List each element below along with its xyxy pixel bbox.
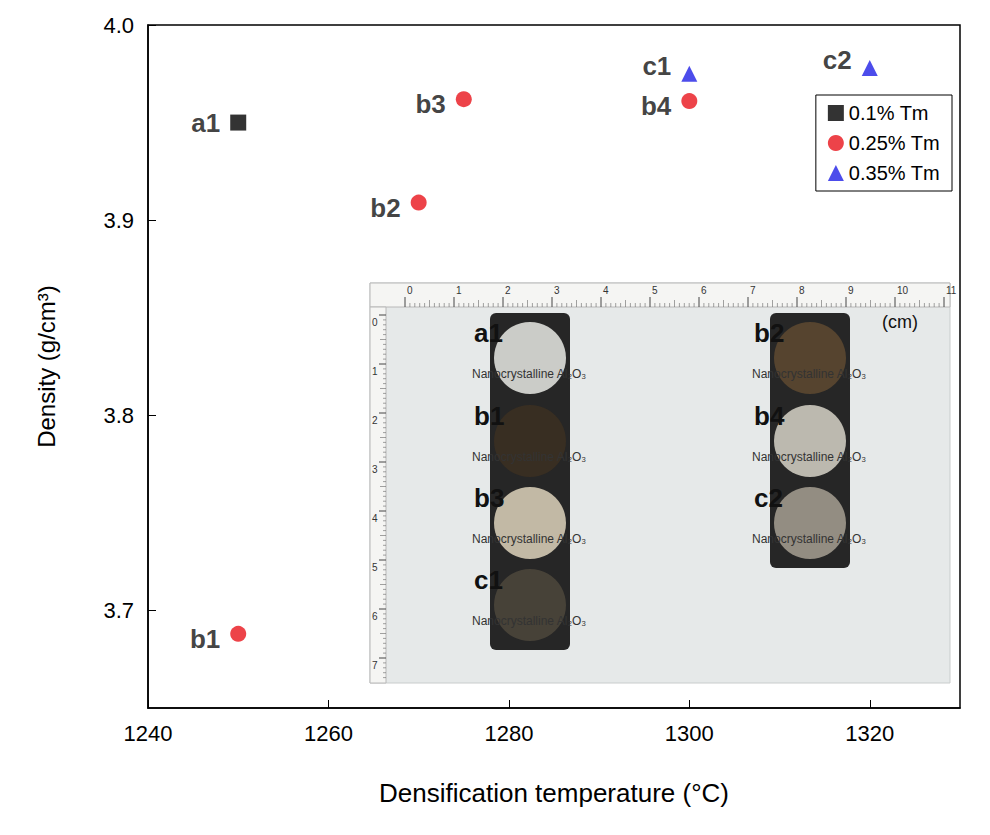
svg-text:0.35% Tm: 0.35% Tm — [849, 162, 940, 184]
svg-text:1300: 1300 — [665, 721, 714, 746]
svg-text:c2: c2 — [754, 483, 783, 513]
svg-text:c1: c1 — [642, 51, 671, 81]
svg-text:1: 1 — [456, 285, 462, 296]
svg-text:Nanocrystalline Al₂O₃: Nanocrystalline Al₂O₃ — [472, 532, 586, 546]
svg-text:3.7: 3.7 — [103, 598, 134, 623]
svg-text:b1: b1 — [474, 401, 504, 431]
svg-text:0.1% Tm: 0.1% Tm — [849, 102, 929, 124]
svg-text:Nanocrystalline Al₂O₃: Nanocrystalline Al₂O₃ — [472, 367, 586, 381]
svg-text:b3: b3 — [415, 89, 445, 119]
svg-text:Nanocrystalline Al₂O₃: Nanocrystalline Al₂O₃ — [472, 450, 586, 464]
svg-text:1320: 1320 — [845, 721, 894, 746]
svg-text:0.25% Tm: 0.25% Tm — [849, 132, 940, 154]
svg-text:Nanocrystalline Al₂O₃: Nanocrystalline Al₂O₃ — [472, 614, 586, 628]
svg-text:Nanocrystalline Al₂O₃: Nanocrystalline Al₂O₃ — [752, 367, 866, 381]
svg-text:4: 4 — [603, 285, 609, 296]
svg-text:a1: a1 — [191, 108, 220, 138]
svg-text:8: 8 — [799, 285, 805, 296]
svg-text:0: 0 — [407, 285, 413, 296]
svg-text:1240: 1240 — [124, 721, 173, 746]
svg-text:2: 2 — [372, 415, 378, 426]
svg-text:1280: 1280 — [484, 721, 533, 746]
svg-text:7: 7 — [372, 660, 378, 671]
svg-text:6: 6 — [701, 285, 707, 296]
svg-text:b4: b4 — [641, 91, 672, 121]
svg-text:3.9: 3.9 — [103, 208, 134, 233]
svg-text:9: 9 — [848, 285, 854, 296]
svg-text:7: 7 — [750, 285, 756, 296]
svg-text:c2: c2 — [823, 45, 852, 75]
svg-text:b4: b4 — [754, 401, 785, 431]
svg-text:a1: a1 — [474, 318, 503, 348]
svg-text:b2: b2 — [370, 193, 400, 223]
svg-text:Densification temperature (°C): Densification temperature (°C) — [379, 778, 729, 808]
svg-text:2: 2 — [505, 285, 511, 296]
svg-text:b1: b1 — [190, 624, 220, 654]
svg-text:1260: 1260 — [304, 721, 353, 746]
svg-text:10: 10 — [897, 285, 909, 296]
svg-text:4: 4 — [372, 513, 378, 524]
svg-text:3.8: 3.8 — [103, 403, 134, 428]
svg-text:Density (g/cm³): Density (g/cm³) — [33, 285, 60, 448]
svg-text:1: 1 — [372, 366, 378, 377]
svg-text:4.0: 4.0 — [103, 13, 134, 38]
svg-text:11: 11 — [946, 285, 957, 296]
svg-text:0: 0 — [372, 317, 378, 328]
svg-text:c1: c1 — [474, 565, 503, 595]
svg-text:3: 3 — [372, 464, 378, 475]
svg-text:Nanocrystalline Al₂O₃: Nanocrystalline Al₂O₃ — [752, 532, 866, 546]
svg-text:Nanocrystalline Al₂O₃: Nanocrystalline Al₂O₃ — [752, 450, 866, 464]
svg-text:b2: b2 — [754, 318, 784, 348]
svg-text:3: 3 — [554, 285, 560, 296]
svg-text:(cm): (cm) — [882, 312, 918, 332]
svg-text:5: 5 — [652, 285, 658, 296]
svg-text:6: 6 — [372, 611, 378, 622]
svg-text:b3: b3 — [474, 483, 504, 513]
svg-text:5: 5 — [372, 562, 378, 573]
